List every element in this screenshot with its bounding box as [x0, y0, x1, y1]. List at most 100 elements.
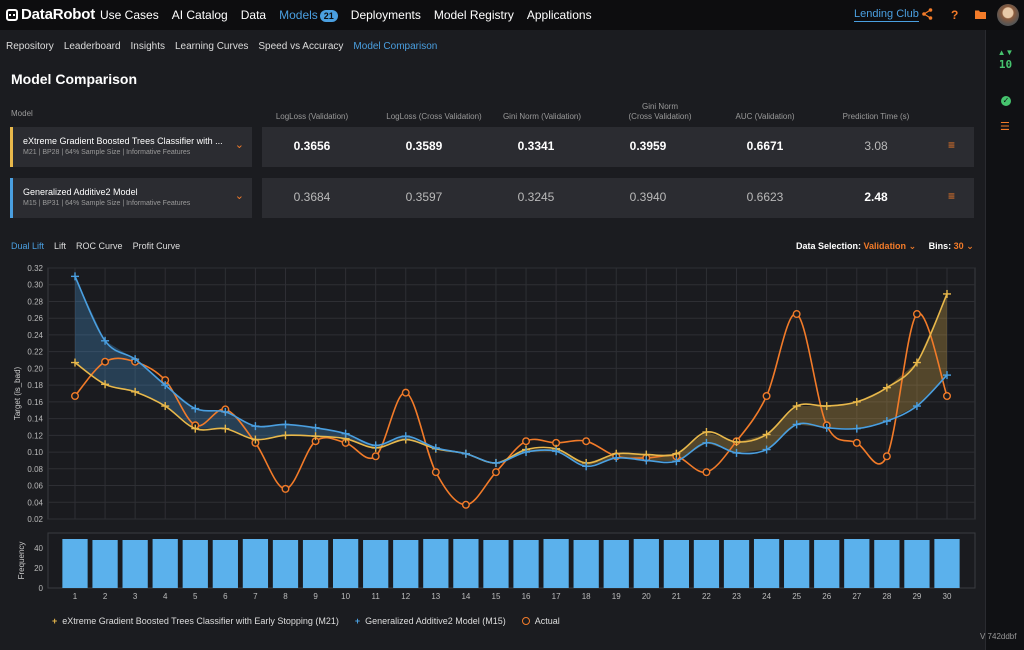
model-2-menu-icon[interactable]: ≡ [948, 189, 956, 203]
legend-item-actual[interactable]: Actual [521, 616, 560, 626]
m21-point [702, 427, 711, 436]
m21-point [221, 424, 230, 433]
chart-legend: + eXtreme Gradient Boosted Trees Classifi… [52, 616, 560, 626]
m15-point [702, 438, 711, 447]
subnav-repository[interactable]: Repository [6, 41, 54, 52]
dual-lift-chart: 0.02 0.04 0.06 0.08 0.10 0.12 0.14 0.16 0.18 0.20… [13, 264, 976, 601]
m21-point [672, 449, 681, 458]
frequency-bar [874, 540, 900, 588]
x-tick-label: 22 [702, 592, 711, 601]
model-2-metrics: 0.3684 0.3597 0.3245 0.3940 0.6623 2.48 … [262, 178, 974, 218]
difference-band [75, 276, 106, 385]
frequency-bar [693, 540, 720, 588]
model-1-menu-icon[interactable]: ≡ [948, 138, 956, 152]
tab-dual-lift[interactable]: Dual Lift [11, 241, 45, 251]
difference-band [105, 340, 136, 392]
m15-point [281, 420, 290, 429]
tab-lift[interactable]: Lift [54, 241, 67, 251]
nav-data[interactable]: Data [240, 8, 267, 22]
data-selection-dropdown[interactable]: Validation ⌄ [864, 241, 917, 251]
worker-count[interactable]: 10 [998, 58, 1013, 71]
nav-deployments[interactable]: Deployments [350, 8, 421, 22]
check-circle-icon[interactable]: ✓ [1001, 96, 1011, 106]
user-avatar[interactable] [997, 4, 1019, 26]
datarobot-logo[interactable]: DataRobot [6, 6, 95, 23]
help-icon[interactable]: ? [951, 8, 959, 22]
model-1-selector[interactable]: eXtreme Gradient Boosted Trees Classifie… [10, 127, 252, 167]
legend-item-m21[interactable]: + eXtreme Gradient Boosted Trees Classifi… [52, 616, 339, 626]
model-1-metrics: 0.3656 0.3589 0.3341 0.3959 0.6671 3.08 … [262, 127, 974, 167]
m15-point [852, 424, 861, 433]
m21-point [732, 438, 741, 447]
m15-point [341, 429, 350, 438]
m21-point [943, 289, 951, 298]
share-icon[interactable] [922, 8, 933, 23]
queue-arrows-icon[interactable]: ▲▼ [997, 48, 1014, 57]
m15-point [71, 272, 79, 281]
frequency-bar [182, 540, 208, 588]
difference-band [676, 431, 707, 462]
subnav-model-comparison[interactable]: Model Comparison [353, 41, 438, 52]
model-1-name: eXtreme Gradient Boosted Trees Classifie… [23, 136, 223, 146]
actual-point [371, 452, 380, 461]
chevron-down-icon[interactable]: ⌄ [234, 139, 244, 151]
plus-marker-icon: + [52, 616, 58, 626]
y-tick-label: 0.22 [27, 348, 43, 357]
model-1-auc: 0.6671 [746, 139, 784, 153]
m21-point [912, 358, 921, 367]
frequency-bar [723, 540, 750, 588]
model-2-gini-cv: 0.3940 [629, 190, 667, 204]
list-icon[interactable]: ☰ [1000, 121, 1010, 133]
chevron-down-icon[interactable]: ⌄ [234, 190, 244, 202]
legend-item-m15[interactable]: + Generalized Additive2 Model (M15) [355, 616, 506, 626]
tab-profit-curve[interactable]: Profit Curve [132, 241, 181, 251]
bins-dropdown[interactable]: 30 ⌄ [954, 241, 974, 251]
x-tick-label: 3 [133, 592, 138, 601]
m15-point [642, 456, 651, 465]
actual-point [461, 500, 470, 509]
bins-label: Bins: [928, 241, 952, 251]
model-2-selector[interactable]: Generalized Additive2 Model M15 | BP31 |… [10, 178, 252, 218]
model-2-gini-validation: 0.3245 [517, 190, 555, 204]
m21-point [71, 358, 79, 367]
x-tick-label: 18 [582, 592, 591, 601]
robot-logo-icon [6, 8, 18, 21]
nav-model-registry[interactable]: Model Registry [433, 8, 514, 22]
subnav-insights[interactable]: Insights [130, 41, 165, 52]
y-tick-label: 0.24 [27, 331, 43, 340]
frequency-bar [573, 540, 599, 588]
m15-point [191, 404, 200, 413]
x-tick-label: 1 [73, 592, 78, 601]
chart-tabs: Dual Lift Lift ROC Curve Profit Curve [11, 241, 180, 251]
tab-roc-curve[interactable]: ROC Curve [76, 241, 123, 251]
x-tick-label: 28 [882, 592, 891, 601]
x-tick-label: 19 [612, 592, 621, 601]
y-tick-label: 0.30 [27, 281, 43, 290]
m15-point [943, 371, 951, 380]
y-tick-label: 0.16 [27, 398, 43, 407]
actual-point [882, 452, 891, 461]
frequency-bar [122, 540, 148, 588]
model-2-prediction-time: 2.48 [864, 190, 888, 204]
frequency-bar [633, 539, 659, 588]
subnav-learning-curves[interactable]: Learning Curves [175, 41, 249, 52]
nav-applications[interactable]: Applications [526, 8, 592, 22]
m15-point [491, 458, 500, 467]
m21-point [822, 402, 831, 411]
nav-use-cases[interactable]: Use Cases [100, 8, 159, 22]
folder-icon[interactable] [975, 8, 986, 22]
frequency-y-tick-label: 40 [34, 544, 43, 553]
actual-point [431, 468, 440, 477]
x-tick-label: 5 [193, 592, 198, 601]
nav-models[interactable]: Models 21 [279, 8, 338, 22]
frequency-bar [513, 540, 539, 588]
subnav-leaderboard[interactable]: Leaderboard [63, 41, 121, 52]
subnav-speed-vs-accuracy[interactable]: Speed vs Accuracy [258, 41, 344, 52]
actual-point [943, 392, 952, 401]
m15-point [582, 462, 591, 471]
nav-ai-catalog[interactable]: AI Catalog [171, 8, 228, 22]
frequency-bar [272, 540, 299, 588]
project-name-link[interactable]: Lending Club [854, 8, 919, 22]
chevron-down-icon: ⌄ [908, 241, 917, 251]
header-prediction-time: Prediction Time (s) [842, 112, 910, 121]
